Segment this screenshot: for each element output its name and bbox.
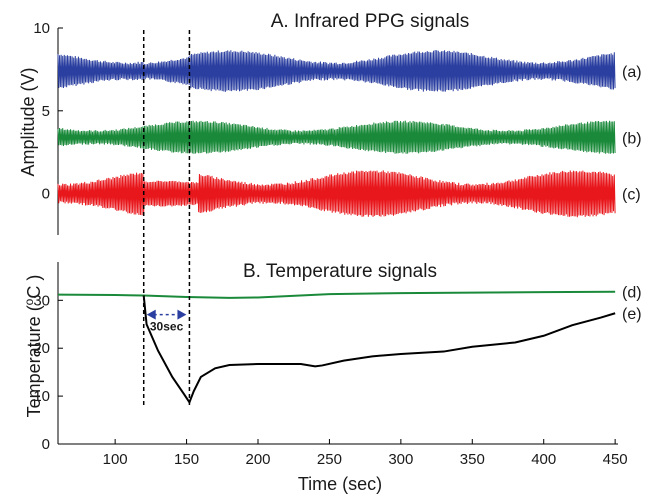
x-axis-label: Time (sec) [298,474,382,494]
series-label-c: (c) [622,187,641,204]
panel-b-title: B. Temperature signals [243,261,437,282]
ppg-series-c [57,170,616,218]
duration-annotation-label: 30sec [150,320,184,334]
panel-b-series-labels: (d) (e) [622,285,642,324]
panel-b-x-tick-label: 350 [460,451,485,468]
panel-b-series [57,290,616,405]
panel-b-y-axis-label-part1: Temperature ( [24,305,44,417]
duration-arrow-left-head [146,309,156,320]
series-label-b: (b) [622,130,642,147]
panel-a-series [57,50,616,218]
panel-a-ppg-signals: A. Infrared PPG signals Amplitude (V) 0 5… [18,11,642,235]
panel-b-y-tick-label: 20 [33,340,50,357]
panel-a-y-axis-label: Amplitude (V) [18,67,38,176]
panel-a-y-tick-label: 5 [42,103,50,120]
series-label-e: (e) [622,306,642,323]
panel-b-y-axis-label-part2: C ) [24,275,44,299]
panel-b-x-ticks: 100 150 200 250 300 350 400 450 [103,439,628,468]
series-label-a: (a) [622,64,642,81]
panel-a-title: A. Infrared PPG signals [271,11,470,32]
panel-a-series-labels: (a) (b) (c) [622,64,642,204]
panel-b-y-axis-label: Temperature (oC ) [22,275,44,418]
panel-a-y-tick-label: 0 [42,186,50,203]
event-markers [142,30,191,408]
panel-a-y-tick-label: 10 [33,20,50,37]
ppg-series-b [57,120,616,154]
ppg-series-a [57,50,616,92]
panel-b-x-tick-label: 250 [317,451,342,468]
panel-b-x-tick-label: 400 [531,451,556,468]
duration-annotation: 30sec [146,309,187,334]
panel-b-temperature-signals: B. Temperature signals Temperature (oC )… [22,261,642,494]
panel-b-x-tick-label: 200 [245,451,270,468]
panel-b-y-tick-label: 10 [33,388,50,405]
panel-b-x-tick-label: 150 [174,451,199,468]
panel-b-x-tick-label: 300 [388,451,413,468]
panel-b-x-tick-label: 100 [103,451,128,468]
temperature-series-d [57,290,616,299]
temperature-series-e [142,295,616,405]
panel-b-y-tick-label: 30 [33,292,50,309]
panel-b-y-tick-label: 0 [42,436,50,453]
panel-b-y-ticks: 0 10 20 30 [33,292,63,453]
panel-b-y-axis-label-superscript: o [22,298,36,305]
duration-arrow-right-head [177,309,187,320]
panel-b-x-tick-label: 450 [603,451,628,468]
series-label-d: (d) [622,285,642,302]
